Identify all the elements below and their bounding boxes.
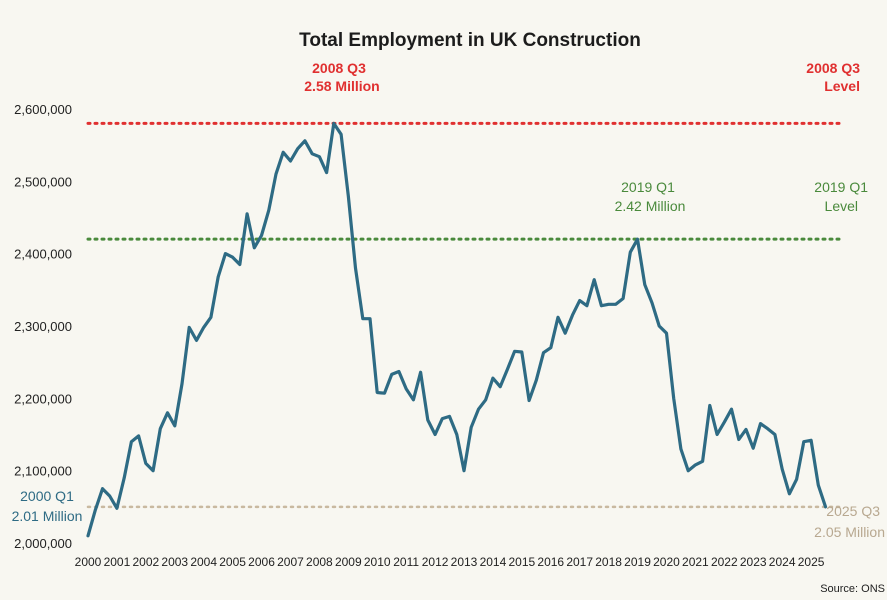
y-axis-ticks: 2,000,000 2,100,000 2,200,000 2,300,000 2,40…: [14, 102, 72, 551]
end-2025-label-year: 2025 Q3: [826, 503, 880, 519]
x-tick-label: 2010: [364, 555, 391, 569]
x-tick-label: 2002: [132, 555, 159, 569]
peak-2019-label-value: 2.42 Million: [615, 198, 686, 214]
series-layer: [86, 121, 828, 538]
start-2000-label-value: 2.01 Million: [12, 508, 83, 524]
x-tick-label: 2020: [653, 555, 680, 569]
x-tick-label: 2011: [393, 555, 419, 569]
x-tick-label: 2021: [682, 555, 709, 569]
x-tick-label: 2009: [335, 555, 362, 569]
peak-2019-level-label-text: Level: [825, 198, 858, 214]
peak-2008-level-label-text: Level: [824, 78, 860, 94]
start-2000-label-year: 2000 Q1: [20, 488, 74, 504]
x-tick-label: 2016: [537, 555, 564, 569]
x-tick-label: 2015: [508, 555, 535, 569]
x-tick-label: 2013: [451, 555, 478, 569]
x-tick-label: 2001: [104, 555, 131, 569]
x-axis-ticks: 2000 2001 2002 2003 2004 2005 2006 2007 2008 2009…: [75, 555, 825, 569]
peak-2008-label-value: 2.58 Million: [304, 78, 379, 94]
x-tick-label: 2007: [277, 555, 304, 569]
x-tick-label: 2004: [190, 555, 217, 569]
x-tick-label: 2006: [248, 555, 275, 569]
peak-2008-label-year: 2008 Q3: [312, 60, 366, 76]
y-tick-label: 2,400,000: [14, 247, 72, 262]
x-tick-label: 2003: [161, 555, 188, 569]
peak-2008-level-label-year: 2008 Q3: [806, 60, 860, 76]
peak-2019-label-year: 2019 Q1: [621, 179, 675, 195]
x-tick-label: 2023: [740, 555, 767, 569]
reference-lines: [86, 121, 842, 509]
x-tick-label: 2024: [769, 555, 796, 569]
y-tick-label: 2,100,000: [14, 464, 72, 479]
y-tick-label: 2,500,000: [14, 174, 72, 189]
x-tick-label: 2017: [566, 555, 593, 569]
y-tick-label: 2,200,000: [14, 391, 72, 406]
x-tick-label: 2012: [422, 555, 449, 569]
peak-2019-level-label-year: 2019 Q1: [814, 179, 868, 195]
source-note: Source: ONS: [820, 583, 885, 595]
y-tick-label: 2,300,000: [14, 319, 72, 334]
x-tick-label: 2025: [798, 555, 825, 569]
x-tick-label: 2014: [480, 555, 507, 569]
x-tick-label: 2018: [595, 555, 622, 569]
x-tick-label: 2005: [219, 555, 246, 569]
series-line-employment: [86, 121, 828, 538]
end-2025-label-value: 2.05 Million: [814, 524, 885, 540]
x-tick-label: 2000: [75, 555, 102, 569]
chart-title: Total Employment in UK Construction: [299, 30, 641, 51]
x-tick-label: 2008: [306, 555, 333, 569]
y-tick-label: 2,600,000: [14, 102, 72, 117]
x-tick-label: 2022: [711, 555, 738, 569]
y-tick-label: 2,000,000: [14, 536, 72, 551]
x-tick-label: 2019: [624, 555, 651, 569]
